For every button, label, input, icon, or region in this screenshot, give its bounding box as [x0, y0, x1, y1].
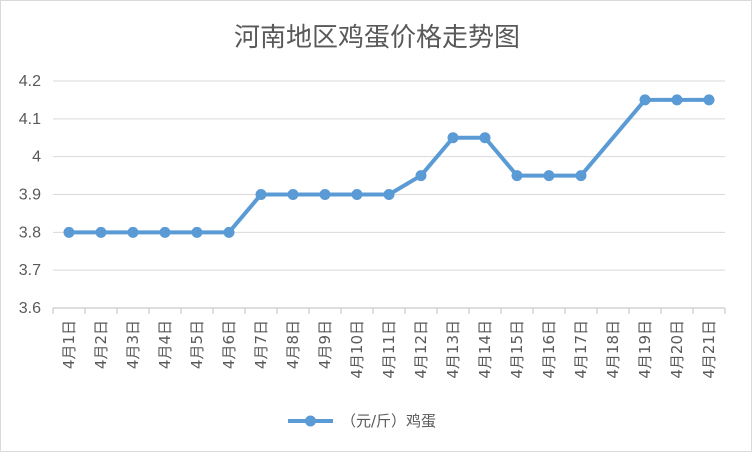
data-point — [671, 94, 683, 106]
x-tick-label: 4月15日 — [508, 320, 526, 379]
data-point — [639, 94, 651, 106]
grid-lines — [53, 80, 725, 271]
data-point — [543, 170, 555, 182]
series-line-segment — [419, 135, 455, 178]
data-point — [191, 226, 203, 238]
x-tick-label: 4月17日 — [572, 320, 590, 379]
x-tick-label: 4月1日 — [60, 320, 78, 369]
y-tick-label: 4.1 — [19, 111, 41, 128]
data-point — [159, 226, 171, 238]
data-point — [511, 170, 523, 182]
data-point — [575, 170, 587, 182]
data-point — [319, 189, 331, 200]
x-axis-ticks: 4月1日 4月2日 4月3日 4月4日 4月5日 4月6日 4月7日 4月8日 4月9日 4月10… — [60, 320, 718, 379]
legend-label: （元/斤）鸡蛋 — [341, 412, 436, 430]
data-point — [255, 189, 267, 200]
x-tick-label: 4月8日 — [284, 320, 302, 369]
x-tick-label: 4月5日 — [188, 320, 206, 369]
data-point — [479, 132, 491, 144]
data-point — [415, 170, 427, 182]
x-tick-label: 4月18日 — [604, 320, 622, 379]
x-tick-label: 4月4日 — [156, 320, 174, 369]
series-line-segment — [579, 97, 647, 178]
x-tick-label: 4月14日 — [476, 320, 494, 379]
data-point — [351, 189, 363, 200]
x-tick-label: 4月21日 — [700, 320, 718, 379]
x-tick-label: 4月7日 — [252, 320, 270, 369]
series-line-segment — [227, 192, 263, 235]
x-tick-label: 4月12日 — [412, 320, 430, 379]
x-tick-label: 4月13日 — [444, 320, 462, 379]
data-point — [287, 189, 299, 200]
x-tick-label: 4月19日 — [636, 320, 654, 379]
data-point — [383, 189, 395, 200]
y-tick-label: 3.8 — [19, 224, 41, 241]
data-point — [63, 226, 75, 238]
x-tick-label: 4月11日 — [380, 320, 398, 379]
legend: （元/斤）鸡蛋 — [288, 412, 436, 430]
legend-marker — [305, 415, 316, 427]
x-tick-label: 4月16日 — [540, 320, 558, 379]
data-point — [703, 94, 715, 106]
x-tick-label: 4月3日 — [124, 320, 142, 369]
y-tick-label: 3.9 — [19, 187, 41, 204]
series-line-segment — [387, 173, 423, 197]
y-tick-label: 4.2 — [19, 73, 41, 90]
x-tick-label: 4月6日 — [220, 320, 238, 369]
x-tick-label: 4月2日 — [92, 320, 110, 369]
x-axis — [52, 307, 726, 314]
y-axis-ticks: 3.6 3.7 3.8 3.9 4 4.1 4.2 — [19, 73, 41, 317]
chart-title: 河南地区鸡蛋价格走势图 — [234, 23, 520, 53]
y-tick-label: 4 — [32, 149, 41, 166]
series-line-segment — [483, 135, 519, 178]
data-point — [127, 226, 139, 238]
data-point — [223, 226, 235, 238]
series-group — [63, 94, 715, 238]
x-tick-label: 4月10日 — [348, 320, 366, 379]
y-tick-label: 3.6 — [19, 300, 41, 317]
data-point — [95, 226, 107, 238]
data-point — [447, 132, 459, 144]
y-tick-label: 3.7 — [19, 262, 41, 279]
x-tick-label: 4月9日 — [316, 320, 334, 369]
x-tick-label: 4月20日 — [668, 320, 686, 379]
